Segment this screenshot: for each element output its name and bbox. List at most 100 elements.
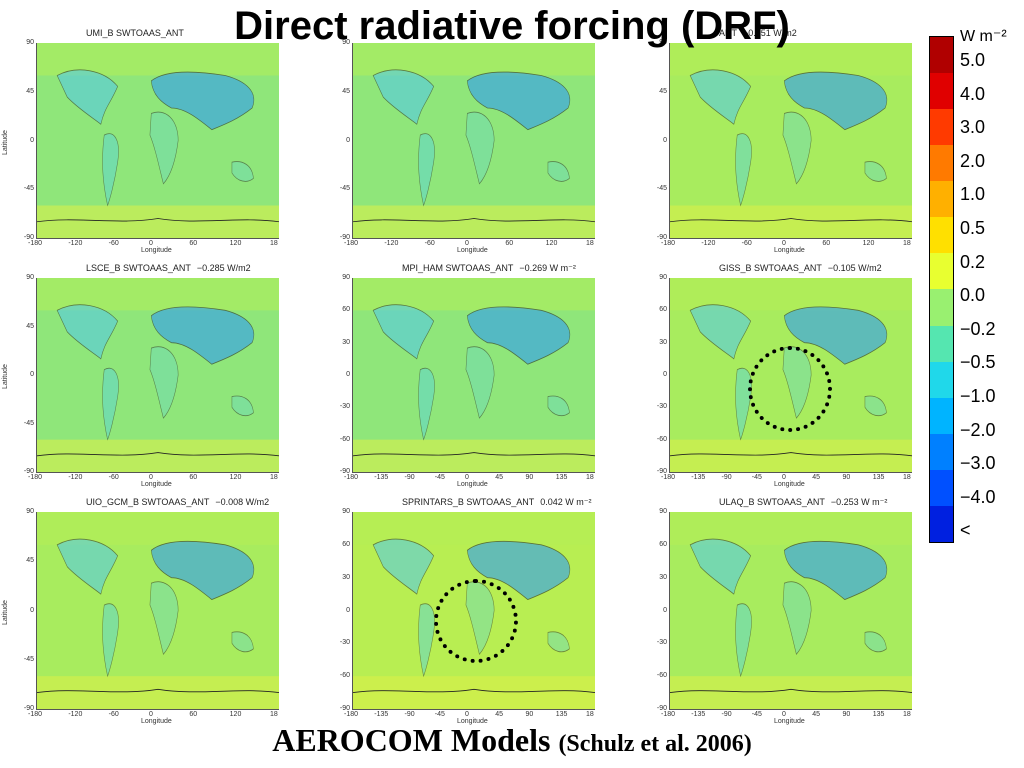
x-axis-label: Longitude bbox=[457, 481, 488, 488]
colorbar-tick-label: −0.2 bbox=[960, 318, 996, 339]
y-tick-label: -45 bbox=[23, 419, 34, 427]
x-tick-label: -120 bbox=[68, 240, 83, 247]
colorbar-tick-label: −3.0 bbox=[960, 453, 996, 474]
x-tick-label: 0 bbox=[465, 711, 469, 718]
y-tick-label: -60 bbox=[656, 435, 667, 443]
x-tick-label: 60 bbox=[189, 711, 198, 718]
panel-forcing-value: −0.253 W m⁻² bbox=[830, 497, 888, 507]
x-tick-label: 18 bbox=[586, 711, 594, 718]
panel-model-name: GISS_B SWTOAAS_ANT bbox=[719, 263, 822, 273]
y-tick-label: -45 bbox=[23, 655, 34, 663]
colorbar-swatch bbox=[930, 73, 953, 110]
x-tick-label: 120 bbox=[229, 240, 242, 247]
y-axis-label: Latitude bbox=[2, 364, 9, 389]
x-axis-label: Longitude bbox=[141, 247, 172, 254]
x-tick-label: 90 bbox=[525, 474, 534, 481]
y-tick-label: 60 bbox=[342, 540, 350, 548]
forcing-map bbox=[352, 43, 595, 239]
x-tick-label: -60 bbox=[108, 711, 119, 718]
y-tick-label: 90 bbox=[659, 39, 667, 46]
y-tick-label: 60 bbox=[659, 540, 667, 548]
forcing-map bbox=[669, 512, 912, 710]
y-tick-label: -90 bbox=[339, 468, 350, 475]
x-tick-label: 0 bbox=[465, 240, 469, 247]
y-tick-label: 0 bbox=[30, 371, 34, 378]
x-tick-label: -60 bbox=[108, 474, 119, 481]
y-tick-label: -45 bbox=[339, 185, 350, 193]
y-tick-label: 0 bbox=[30, 606, 34, 614]
colorbar-swatch bbox=[930, 253, 953, 290]
colorbar-tick-label: 3.0 bbox=[960, 117, 986, 138]
panel-forcing-value: 0.042 W m⁻² bbox=[540, 497, 592, 507]
y-tick-label: 30 bbox=[659, 573, 667, 581]
colorbar-swatch bbox=[930, 37, 953, 74]
x-tick-label: -45 bbox=[751, 711, 762, 718]
y-tick-label: -30 bbox=[339, 639, 350, 647]
slide-title: Direct radiative forcing (DRF) bbox=[234, 4, 790, 48]
continent-outlines bbox=[353, 43, 595, 238]
colorbar-swatch bbox=[930, 433, 953, 470]
colorbar-swatch bbox=[930, 109, 953, 146]
continent-outlines bbox=[37, 43, 279, 238]
x-tick-label: -180 bbox=[344, 240, 359, 247]
forcing-map bbox=[36, 43, 279, 239]
y-tick-label: 90 bbox=[659, 508, 667, 515]
y-tick-label: 60 bbox=[342, 306, 350, 314]
x-axis-label: Longitude bbox=[774, 247, 805, 254]
panel-title: UMI_B SWTOAAS_ANT bbox=[86, 28, 190, 38]
x-tick-label: 60 bbox=[189, 474, 198, 481]
x-tick-label: -90 bbox=[721, 474, 732, 481]
colorbar-tick-label: 0.0 bbox=[960, 285, 986, 306]
x-axis-label: Longitude bbox=[141, 718, 172, 725]
x-tick-label: 135 bbox=[872, 474, 885, 481]
x-tick-label: 18 bbox=[903, 474, 911, 481]
colorbar-tick-label: −1.0 bbox=[960, 386, 996, 406]
y-tick-label: 45 bbox=[26, 87, 34, 95]
y-tick-label: -60 bbox=[656, 672, 667, 680]
y-tick-label: -30 bbox=[339, 403, 350, 411]
x-tick-label: 90 bbox=[842, 711, 851, 718]
x-tick-label: 120 bbox=[229, 711, 242, 718]
x-tick-label: 60 bbox=[189, 240, 198, 247]
y-tick-label: -90 bbox=[339, 705, 350, 712]
y-tick-label: 90 bbox=[26, 39, 34, 46]
x-tick-label: -180 bbox=[661, 474, 676, 481]
x-tick-label: 0 bbox=[782, 240, 786, 247]
colorbar-tick-label: 5.0 bbox=[960, 50, 986, 70]
x-tick-label: 0 bbox=[149, 711, 153, 718]
colorbar-swatch bbox=[930, 217, 953, 254]
x-axis-label: Longitude bbox=[774, 481, 805, 488]
y-tick-label: 90 bbox=[342, 508, 350, 515]
x-tick-label: 60 bbox=[505, 240, 514, 247]
colorbar-tick-label: 1.0 bbox=[960, 184, 986, 205]
x-tick-label: -120 bbox=[68, 711, 83, 718]
panel-title: MPI_HAM SWTOAAS_ANT −0.269 W m⁻² bbox=[402, 263, 576, 274]
highlight-circle-giss bbox=[748, 346, 832, 432]
panel-model-name: UIO_GCM_B SWTOAAS_ANT bbox=[86, 497, 210, 507]
colorbar-tick-label: 4.0 bbox=[960, 83, 986, 104]
y-tick-label: 90 bbox=[342, 39, 350, 46]
y-tick-label: 60 bbox=[659, 306, 667, 314]
colorbar-tick-label: −4.0 bbox=[960, 486, 996, 507]
panel-title: GISS_B SWTOAAS_ANT −0.105 W/m2 bbox=[719, 263, 882, 273]
x-tick-label: -180 bbox=[28, 711, 43, 718]
y-tick-label: 90 bbox=[26, 508, 34, 515]
y-tick-label: -90 bbox=[656, 468, 667, 475]
y-tick-label: 30 bbox=[342, 338, 350, 346]
forcing-map bbox=[36, 512, 279, 710]
y-tick-label: -60 bbox=[339, 435, 350, 443]
y-tick-label: 90 bbox=[342, 274, 350, 281]
panel-forcing-value: −0.285 W/m2 bbox=[196, 263, 251, 273]
panel-forcing-value: −0.008 W/m2 bbox=[215, 497, 270, 507]
y-tick-label: 0 bbox=[663, 136, 667, 144]
colorbar-swatch bbox=[930, 361, 953, 398]
forcing-map bbox=[352, 278, 595, 473]
y-tick-label: -45 bbox=[656, 185, 667, 193]
continent-outlines bbox=[670, 512, 912, 709]
colorbar-tick-label: −2.0 bbox=[960, 419, 996, 440]
x-axis-label: Longitude bbox=[457, 247, 488, 254]
y-tick-label: -90 bbox=[656, 705, 667, 712]
panel-forcing-value: −0.269 W m⁻² bbox=[519, 263, 576, 273]
y-tick-label: 45 bbox=[26, 557, 34, 565]
continent-outlines bbox=[37, 512, 279, 709]
